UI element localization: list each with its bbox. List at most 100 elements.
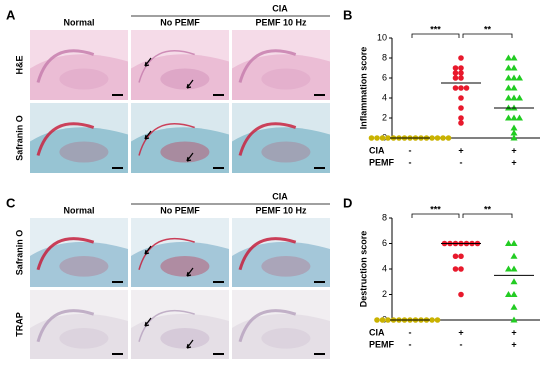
column-header: PEMF 10 Hz — [255, 17, 307, 27]
data-point — [434, 135, 441, 141]
data-point — [458, 115, 464, 121]
data-point — [458, 105, 464, 111]
tissue-detail — [59, 68, 109, 90]
column-header: PEMF 10 Hz — [255, 205, 307, 215]
y-axis-title: Inflammation score — [358, 47, 368, 130]
arrow — [144, 57, 152, 67]
data-point — [516, 74, 523, 81]
panel-label: C — [6, 195, 16, 210]
data-point — [463, 85, 470, 91]
data-point — [452, 253, 459, 260]
micrograph — [30, 290, 128, 359]
tissue — [30, 313, 128, 359]
data-point — [510, 278, 518, 285]
data-point — [458, 120, 464, 126]
significance-label: *** — [430, 24, 441, 34]
y-tick-label: 6 — [382, 238, 387, 248]
tissue — [131, 127, 229, 173]
data-point — [510, 124, 518, 131]
tissue-detail — [261, 255, 311, 277]
data-point — [458, 291, 464, 298]
data-point — [452, 65, 459, 71]
arrow — [144, 245, 152, 255]
column-header: No PEMF — [160, 205, 200, 215]
tissue-detail — [160, 255, 210, 277]
data-point — [510, 134, 518, 141]
data-point — [458, 85, 464, 91]
tissue — [232, 127, 330, 173]
data-point — [452, 70, 459, 76]
x-row-label: CIA — [369, 327, 385, 337]
data-point — [385, 135, 391, 141]
data-point — [452, 85, 459, 91]
cartilage — [36, 309, 95, 343]
x-row-value: - — [409, 145, 412, 155]
row-label: Safranin O — [14, 230, 24, 276]
cartilage — [36, 122, 95, 156]
significance-bracket — [411, 33, 460, 38]
data-point — [510, 54, 518, 61]
column-header: Normal — [63, 17, 94, 27]
micrograph — [30, 218, 128, 287]
y-axis-title: Destruction score — [358, 231, 368, 308]
micrograph — [232, 218, 330, 287]
data-point — [379, 135, 386, 141]
y-tick-label: 8 — [382, 212, 387, 222]
group-header: CIA — [272, 191, 288, 201]
micrograph — [131, 30, 229, 100]
column-header: No PEMF — [160, 17, 200, 27]
micrograph — [232, 30, 330, 100]
data-point — [458, 95, 464, 101]
data-point — [510, 291, 518, 297]
data-point — [458, 253, 464, 260]
data-point — [374, 135, 380, 141]
data-point — [505, 84, 512, 91]
significance-bracket — [462, 33, 513, 38]
data-point — [510, 252, 518, 259]
data-point — [505, 291, 512, 297]
data-point — [379, 317, 386, 323]
tissue-detail — [160, 141, 210, 163]
y-tick-label: 4 — [382, 263, 387, 273]
micrograph — [131, 290, 229, 359]
tissue-detail — [261, 327, 311, 349]
data-point — [429, 135, 435, 141]
y-tick-label: 4 — [382, 92, 387, 102]
tissue — [232, 313, 330, 359]
tissue-detail — [59, 141, 109, 163]
cartilage — [238, 49, 297, 83]
data-point — [505, 94, 512, 101]
data-point — [510, 303, 518, 310]
data-point — [505, 74, 512, 81]
x-row-value: + — [458, 327, 463, 337]
x-row-label: PEMF — [369, 157, 395, 167]
tissue — [30, 127, 128, 173]
tissue-detail — [261, 141, 311, 163]
data-point — [429, 317, 435, 323]
x-row-value: - — [409, 157, 412, 167]
data-point — [368, 135, 375, 141]
y-tick-label: 10 — [377, 32, 387, 42]
data-point — [516, 94, 523, 101]
data-point — [510, 114, 518, 121]
x-row-value: - — [409, 339, 412, 349]
y-tick-label: 2 — [382, 112, 387, 122]
data-point — [505, 114, 512, 121]
data-point — [458, 70, 464, 76]
row-label: TRAP — [14, 312, 24, 337]
x-row-value: - — [409, 327, 412, 337]
data-point — [510, 240, 518, 246]
tissue-detail — [59, 255, 109, 277]
data-point — [505, 240, 512, 246]
micrograph — [232, 290, 330, 359]
x-row-value: + — [511, 157, 516, 167]
tissue — [232, 54, 330, 100]
tissue — [30, 54, 128, 100]
cartilage — [138, 123, 195, 156]
arrow — [144, 317, 152, 327]
data-point — [458, 65, 464, 71]
data-point — [452, 266, 459, 272]
y-tick-label: 6 — [382, 72, 387, 82]
y-tick-label: 8 — [382, 52, 387, 62]
